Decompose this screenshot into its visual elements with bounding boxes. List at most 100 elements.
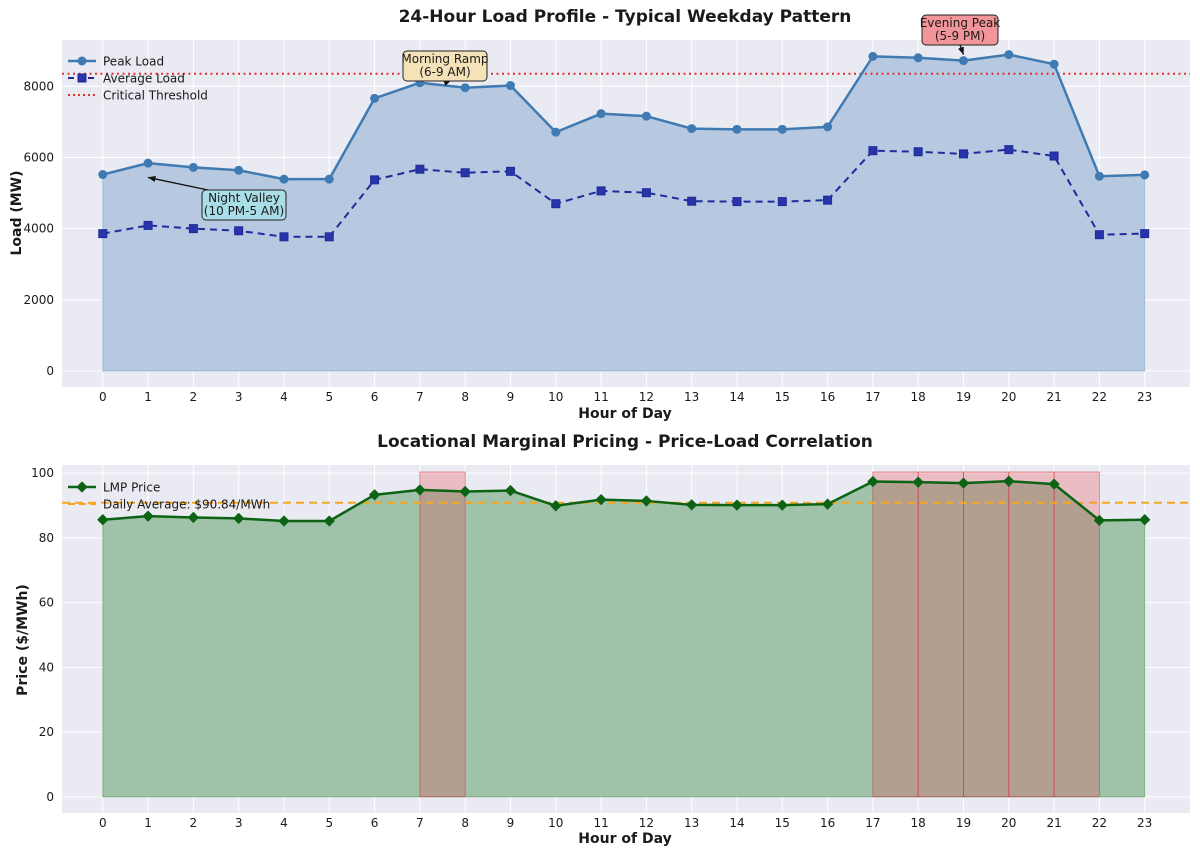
legend-average-load-marker <box>77 73 87 83</box>
x-tick-label: 21 <box>1046 816 1061 830</box>
annotation-text: Night Valley <box>208 191 280 205</box>
annotation-text: Evening Peak <box>920 16 1001 30</box>
data-point <box>279 174 289 184</box>
data-point <box>957 477 970 489</box>
series-line-0 <box>102 479 1145 523</box>
data-point <box>143 220 153 230</box>
data-point <box>550 500 562 512</box>
x-tick-label: 20 <box>1001 390 1016 404</box>
data-point <box>1139 514 1151 526</box>
data-point <box>187 511 200 524</box>
data-point <box>98 170 108 180</box>
x-tick-label: 6 <box>371 816 379 830</box>
annotation-text: (10 PM-5 AM) <box>204 204 284 218</box>
data-point <box>370 93 380 103</box>
data-point <box>1003 475 1015 487</box>
y-tick-label: 4000 <box>23 222 54 236</box>
x-tick-label: 1 <box>144 390 152 404</box>
highlight-band <box>1008 471 1055 798</box>
price-highlight-bands <box>419 471 1100 798</box>
y-tick-label: 60 <box>39 596 54 610</box>
data-point <box>958 56 968 66</box>
x-tick-label: 2 <box>190 816 198 830</box>
data-point <box>1049 151 1059 161</box>
data-point <box>1049 59 1059 69</box>
data-point <box>777 124 787 134</box>
data-point <box>460 168 470 178</box>
data-point <box>596 186 606 196</box>
x-tick-label: 13 <box>684 390 699 404</box>
y-tick-label: 6000 <box>23 150 54 164</box>
x-tick-label: 1 <box>144 816 152 830</box>
data-point <box>868 51 878 61</box>
annotation-text: (6-9 AM) <box>419 65 470 79</box>
data-point <box>459 485 471 498</box>
load-annotations: Morning Ramp(6-9 AM) Night Valley(10 PM-5… <box>147 14 1001 221</box>
x-tick-label: 7 <box>416 390 424 404</box>
x-tick-label: 9 <box>507 390 515 404</box>
y-tick-label: 8000 <box>23 79 54 93</box>
legend-peak-load-label: Peak Load <box>103 55 164 69</box>
x-tick-label: 17 <box>865 816 880 830</box>
x-tick-label: 18 <box>911 390 926 404</box>
x-tick-label: 12 <box>639 816 654 830</box>
load-y-ticks: 0 2000 4000 6000 8000 <box>23 79 54 378</box>
data-point <box>776 499 788 511</box>
data-point <box>731 499 743 511</box>
data-point <box>551 199 561 209</box>
highlight-band <box>872 471 919 798</box>
price-legend: LMP Price Daily Average: $90.84/MWh <box>68 481 270 512</box>
x-tick-label: 0 <box>99 816 107 830</box>
data-point <box>551 127 561 137</box>
data-point <box>1140 170 1150 180</box>
annotation-arrowhead <box>148 175 156 182</box>
x-tick-label: 8 <box>461 816 469 830</box>
legend-average-load-label: Average Load <box>103 72 185 86</box>
annotation-arrow <box>147 176 209 191</box>
data-point <box>505 81 515 91</box>
price-series-markers <box>97 475 1151 527</box>
load-x-ticks: 0 1 2 3 4 5 6 7 8 9 10 11 12 13 14 15 16 17 18 19 20 21 22 23 <box>99 390 1152 404</box>
y-tick-label: 2000 <box>23 293 54 307</box>
legend-lmp-price-label: LMP Price <box>103 481 160 495</box>
data-point <box>323 515 335 527</box>
data-point <box>370 175 380 185</box>
data-point <box>686 499 698 511</box>
x-tick-label: 2 <box>190 390 198 404</box>
data-point <box>640 495 653 507</box>
data-point <box>98 229 108 239</box>
x-tick-label: 8 <box>461 390 469 404</box>
annotation-text: (5-9 PM) <box>935 29 985 43</box>
x-tick-label: 22 <box>1092 816 1107 830</box>
y-tick-label: 20 <box>39 725 54 739</box>
data-point <box>143 158 153 168</box>
x-tick-label: 12 <box>639 390 654 404</box>
data-point <box>823 122 833 132</box>
x-tick-label: 19 <box>956 816 971 830</box>
x-tick-label: 7 <box>416 816 424 830</box>
y-tick-label: 0 <box>46 364 54 378</box>
data-point <box>913 53 923 63</box>
data-point <box>821 498 834 510</box>
data-point <box>279 232 289 242</box>
price-y-ticks: 0 20 40 60 80 100 <box>31 466 54 804</box>
data-point <box>823 195 833 205</box>
data-point <box>234 165 244 175</box>
price-y-axis-label: Price ($/MWh) <box>15 584 31 696</box>
data-point <box>324 232 334 242</box>
load-series-markers <box>98 50 1150 242</box>
y-tick-label: 0 <box>46 790 54 804</box>
data-point <box>1140 229 1150 239</box>
data-point <box>188 162 198 172</box>
annotation-box <box>201 189 287 221</box>
data-point <box>233 512 245 525</box>
x-tick-label: 23 <box>1137 816 1152 830</box>
x-tick-label: 16 <box>820 816 835 830</box>
price-chart: Locational Marginal Pricing - Price-Load… <box>15 432 1190 847</box>
x-tick-label: 18 <box>911 816 926 830</box>
x-tick-label: 19 <box>956 390 971 404</box>
data-point <box>505 166 515 176</box>
load-profile-chart: 24-Hour Load Profile - Typical Weekday P… <box>9 7 1190 422</box>
data-point <box>1048 478 1060 490</box>
data-point <box>641 111 651 121</box>
